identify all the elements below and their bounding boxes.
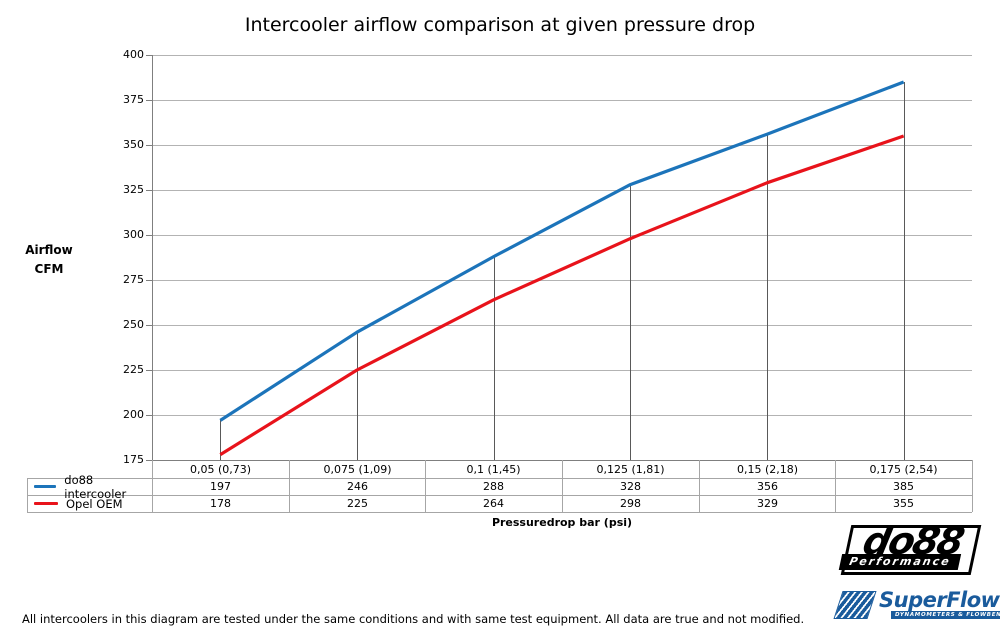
series-line-opel-oem bbox=[219, 134, 905, 456]
series-line-do88-intercooler bbox=[219, 80, 905, 422]
legend-item-do88-intercooler: do88 intercooler bbox=[27, 473, 152, 501]
table-grid-line bbox=[289, 460, 290, 512]
legend-swatch-opel-oem bbox=[34, 502, 58, 505]
table-grid-line bbox=[835, 460, 836, 512]
superflow-logo: SuperFlow™ DYNAMOMETERS & FLOWBENCHES bbox=[833, 590, 1000, 619]
y-axis-tick bbox=[146, 145, 152, 146]
y-axis-tick bbox=[146, 370, 152, 371]
y-axis-tick-label: 400 bbox=[123, 48, 144, 61]
table-value-cell: 329 bbox=[757, 497, 778, 510]
table-value-cell: 178 bbox=[210, 497, 231, 510]
superflow-logo-text: SuperFlow™ bbox=[879, 590, 1000, 611]
y-axis-tick-label: 175 bbox=[123, 453, 144, 466]
gridline bbox=[152, 55, 972, 56]
y-axis-tick bbox=[146, 235, 152, 236]
table-grid-line bbox=[27, 495, 972, 496]
table-grid-line bbox=[972, 460, 973, 512]
table-grid-line bbox=[27, 478, 28, 512]
do88-logo-subtext: Performance bbox=[838, 554, 962, 570]
y-axis-title: Airflow CFM bbox=[18, 241, 80, 278]
x-category-label: 0,175 (2,54) bbox=[869, 463, 938, 476]
y-axis-tick-label: 300 bbox=[123, 228, 144, 241]
table-grid-line bbox=[152, 460, 153, 512]
table-value-cell: 328 bbox=[620, 480, 641, 493]
y-axis-tick bbox=[146, 415, 152, 416]
y-axis-tick-label: 275 bbox=[123, 273, 144, 286]
category-drop-line bbox=[220, 420, 221, 460]
y-axis-tick bbox=[146, 100, 152, 101]
table-grid-line bbox=[425, 460, 426, 512]
x-category-label: 0,05 (0,73) bbox=[189, 463, 252, 476]
category-drop-line bbox=[630, 185, 631, 460]
legend-label: Opel OEM bbox=[66, 496, 123, 511]
plot-canvas bbox=[219, 80, 905, 456]
table-value-cell: 356 bbox=[757, 480, 778, 493]
x-axis-title: Pressuredrop bar (psi) bbox=[491, 516, 633, 529]
table-value-cell: 246 bbox=[347, 480, 368, 493]
y-axis-tick bbox=[146, 325, 152, 326]
y-axis-tick-label: 200 bbox=[123, 408, 144, 421]
category-drop-line bbox=[767, 134, 768, 460]
y-axis-tick bbox=[146, 460, 152, 461]
table-value-cell: 288 bbox=[483, 480, 504, 493]
x-category-label: 0,125 (1,81) bbox=[596, 463, 665, 476]
gridline bbox=[152, 370, 972, 371]
superflow-logo-subtext: DYNAMOMETERS & FLOWBENCHES bbox=[891, 610, 1000, 619]
table-value-cell: 355 bbox=[893, 497, 914, 510]
y-axis-tick-label: 325 bbox=[123, 183, 144, 196]
y-axis-title-line2: CFM bbox=[34, 261, 64, 276]
gridline bbox=[152, 280, 972, 281]
x-category-label: 0,1 (1,45) bbox=[466, 463, 521, 476]
gridline bbox=[152, 325, 972, 326]
legend-label: do88 intercooler bbox=[64, 472, 127, 501]
y-axis-tick bbox=[146, 280, 152, 281]
gridline bbox=[152, 100, 972, 101]
table-grid-line bbox=[562, 460, 563, 512]
table-grid-line bbox=[27, 478, 972, 479]
table-value-cell: 197 bbox=[210, 480, 231, 493]
table-value-cell: 298 bbox=[620, 497, 641, 510]
do88-logo: do88 Performance bbox=[838, 519, 982, 575]
x-category-label: 0,15 (2,18) bbox=[736, 463, 799, 476]
y-axis-tick bbox=[146, 190, 152, 191]
table-value-cell: 385 bbox=[893, 480, 914, 493]
footer-note: All intercoolers in this diagram are tes… bbox=[22, 612, 805, 626]
gridline bbox=[152, 145, 972, 146]
legend-swatch-do88-intercooler bbox=[34, 485, 57, 488]
chart-title: Intercooler airflow comparison at given … bbox=[244, 14, 756, 36]
superflow-waves-icon bbox=[833, 591, 877, 619]
y-axis-tick-label: 250 bbox=[123, 318, 144, 331]
gridline bbox=[152, 415, 972, 416]
y-axis-tick-label: 350 bbox=[123, 138, 144, 151]
gridline bbox=[152, 235, 972, 236]
category-drop-line bbox=[904, 82, 905, 460]
table-value-cell: 264 bbox=[483, 497, 504, 510]
y-axis-tick bbox=[146, 55, 152, 56]
gridline bbox=[152, 190, 972, 191]
table-grid-line bbox=[27, 512, 972, 513]
legend-item-opel-oem: Opel OEM bbox=[27, 495, 152, 512]
x-category-label: 0,075 (1,09) bbox=[323, 463, 392, 476]
category-drop-line bbox=[494, 257, 495, 460]
table-grid-line bbox=[699, 460, 700, 512]
category-drop-line bbox=[357, 332, 358, 460]
table-value-cell: 225 bbox=[347, 497, 368, 510]
y-axis-tick-label: 375 bbox=[123, 93, 144, 106]
y-axis-title-line1: Airflow bbox=[25, 243, 73, 257]
y-axis-tick-label: 225 bbox=[123, 363, 144, 376]
y-axis-line bbox=[152, 55, 153, 460]
